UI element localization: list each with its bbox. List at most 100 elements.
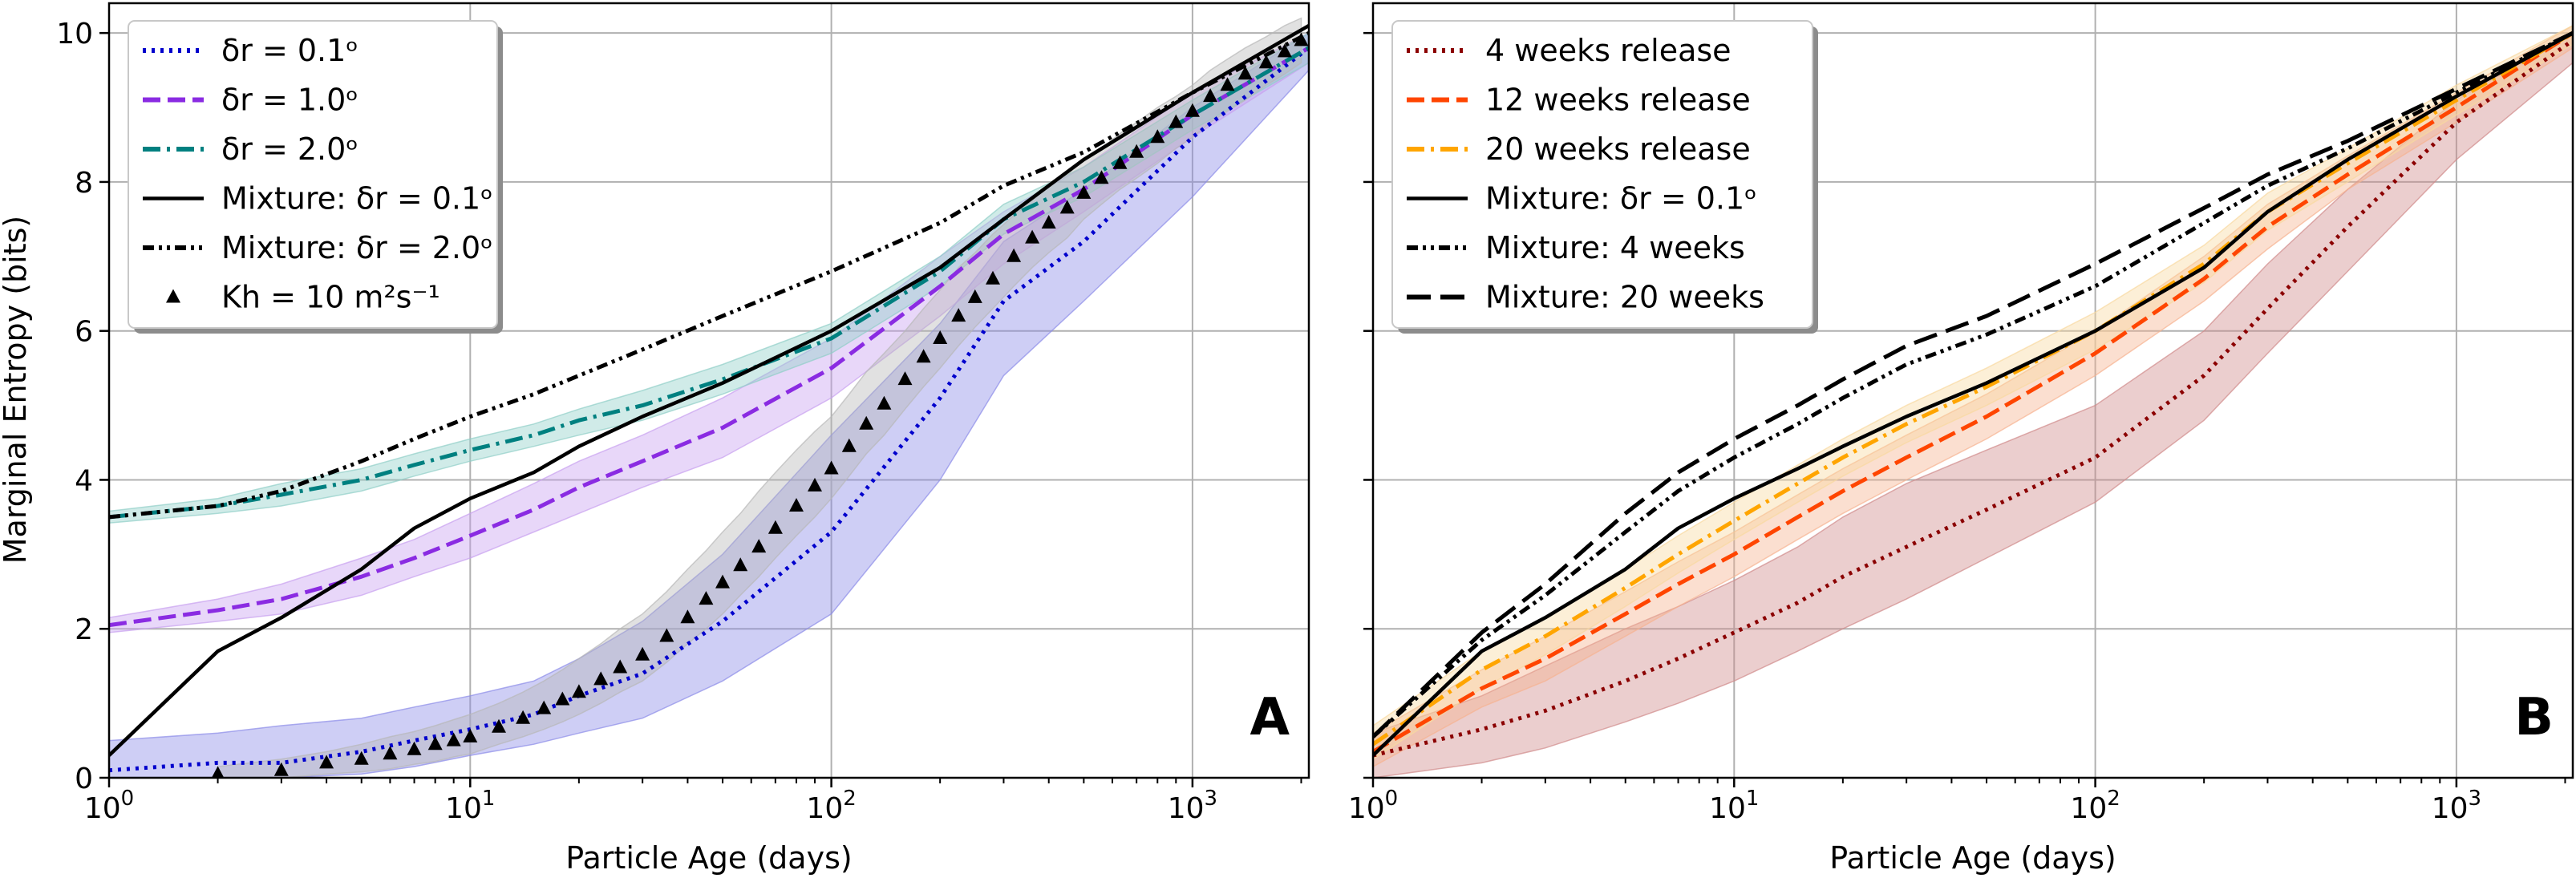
- x-tick-label: 101: [1709, 787, 1759, 825]
- x-tick-exponent: 3: [2469, 787, 2482, 811]
- data-marker: [733, 557, 748, 572]
- x-tick-label: 102: [2070, 787, 2120, 825]
- x-tick-base: 10: [445, 792, 482, 825]
- line-series-5: [1373, 30, 2573, 738]
- data-marker: [492, 718, 506, 733]
- x-tick-base: 10: [1168, 792, 1205, 825]
- legend-box: [128, 20, 498, 329]
- data-marker: [555, 691, 570, 706]
- legend-label: 12 weeks release: [1485, 83, 1751, 118]
- data-marker: [951, 308, 966, 322]
- data-marker: [571, 684, 586, 698]
- legend-label: 20 weeks release: [1485, 131, 1751, 167]
- line-series-3: [1373, 31, 2573, 757]
- line-series-4: [109, 30, 1309, 520]
- data-marker: [841, 438, 857, 452]
- legend-label: δr = 0.1ᵒ: [221, 33, 358, 68]
- data-marker: [407, 741, 422, 755]
- x-tick-label: 101: [445, 787, 495, 825]
- data-marker: [808, 477, 822, 492]
- data-marker: [789, 498, 804, 512]
- data-marker: [1059, 200, 1075, 214]
- data-marker: [967, 289, 982, 303]
- x-tick-exponent: 3: [1205, 787, 1218, 811]
- panel-label: B: [2514, 688, 2554, 747]
- data-marker: [824, 460, 839, 475]
- data-marker: [1277, 43, 1292, 58]
- data-marker: [537, 700, 552, 714]
- line-series-1: [109, 46, 1309, 628]
- data-marker: [659, 628, 674, 642]
- line-series-2: [109, 46, 1309, 520]
- data-marker: [1237, 66, 1253, 80]
- data-marker: [751, 539, 767, 553]
- x-tick-base: 10: [2432, 792, 2469, 825]
- legend-box: [1391, 20, 1813, 329]
- legend-label: 4 weeks release: [1485, 33, 1732, 68]
- y-tick-label: 0: [75, 763, 93, 795]
- line-series-0: [109, 46, 1309, 773]
- x-tick-exponent: 0: [121, 787, 135, 811]
- x-axis-title-b: Particle Age (days): [1829, 840, 2116, 876]
- line-series-4: [1373, 30, 2573, 738]
- data-marker: [319, 755, 334, 769]
- x-axis-title-a: Particle Age (days): [565, 840, 852, 876]
- x-tick-exponent: 0: [1385, 787, 1399, 811]
- data-marker: [699, 591, 714, 605]
- data-marker: [446, 732, 461, 747]
- uncertainty-band-series-1: [109, 32, 1309, 633]
- panel-label: A: [1250, 688, 1290, 747]
- data-marker: [593, 671, 609, 686]
- y-tick-label: 2: [75, 613, 93, 646]
- x-tick-label: 100: [84, 787, 134, 825]
- line-series-1: [1373, 31, 2573, 754]
- x-tick-exponent: 2: [2107, 787, 2120, 811]
- legend-label: Mixture: 4 weeks: [1485, 230, 1745, 265]
- data-marker: [1203, 88, 1218, 103]
- legend-label: Mixture: 20 weeks: [1485, 280, 1764, 315]
- data-marker: [1129, 144, 1144, 158]
- plot-frame: [107, 2, 1310, 779]
- data-marker: [1185, 103, 1200, 117]
- legend-label: Mixture: δr = 0.1ᵒ: [221, 181, 493, 216]
- data-marker: [1220, 77, 1235, 91]
- x-tick-label: 103: [2432, 787, 2481, 825]
- line-series-3: [109, 23, 1309, 757]
- line-series-0: [1373, 38, 2573, 758]
- data-marker: [427, 736, 443, 751]
- uncertainty-band-series-2: [109, 32, 1309, 524]
- data-marker: [680, 609, 695, 624]
- data-marker: [859, 415, 874, 430]
- data-marker: [516, 710, 531, 724]
- data-marker: [1076, 184, 1092, 199]
- legend-label: Mixture: δr = 0.1ᵒ: [1485, 181, 1757, 216]
- legend-marker: [166, 289, 180, 303]
- y-tick-label: 8: [75, 167, 93, 200]
- x-tick-base: 10: [1709, 792, 1746, 825]
- data-marker: [635, 646, 650, 661]
- data-marker: [1258, 55, 1274, 69]
- y-tick-label: 10: [56, 18, 93, 51]
- plot-area: [109, 17, 1309, 778]
- data-marker: [1150, 129, 1165, 144]
- x-tick-base: 10: [806, 792, 843, 825]
- data-marker: [768, 520, 783, 534]
- legend-label: δr = 2.0ᵒ: [221, 131, 358, 167]
- data-marker: [383, 746, 398, 760]
- x-tick-base: 10: [1348, 792, 1385, 825]
- legend-label: δr = 1.0ᵒ: [221, 83, 358, 118]
- data-marker: [354, 751, 369, 765]
- data-marker: [986, 270, 1000, 285]
- legend-label: Kh = 10 m²s⁻¹: [221, 280, 440, 315]
- y-axis-title: Marginal Entropy (bits): [0, 216, 33, 564]
- x-tick-exponent: 1: [482, 787, 496, 811]
- data-marker: [463, 728, 478, 742]
- x-tick-exponent: 1: [1746, 787, 1760, 811]
- data-marker: [897, 371, 913, 386]
- data-marker: [273, 762, 289, 776]
- x-tick-base: 10: [2070, 792, 2107, 825]
- y-tick-label: 4: [75, 464, 93, 497]
- data-marker: [877, 395, 892, 410]
